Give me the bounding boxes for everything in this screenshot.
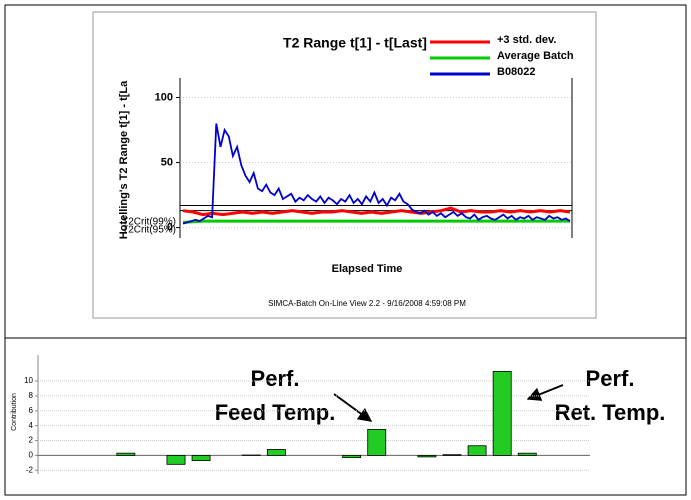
y-axis-label: Hotelling's T2 Range t[1] - t[La <box>118 80 130 239</box>
top-panel <box>92 11 597 319</box>
top-chart: T2 Range t[1] - t[Last] Hotelling's T2 R… <box>118 34 574 308</box>
y-tick-label: 2 <box>29 436 34 445</box>
bar <box>442 454 462 456</box>
legend-label: Average Batch <box>497 50 574 62</box>
critical-label: T2Crit(95%) <box>122 225 176 236</box>
bar <box>467 445 487 456</box>
outer-frame <box>4 4 687 496</box>
chart-title: T2 Range t[1] - t[Last] <box>283 35 427 51</box>
y-axis-label: Contribution <box>11 393 18 431</box>
y-tick-label: 0 <box>167 221 173 233</box>
bar <box>342 455 362 459</box>
legend-label: +3 std. dev. <box>497 34 556 46</box>
y-tick-label: 4 <box>29 421 34 430</box>
series-line <box>182 206 571 217</box>
footer: SIMCA-Batch On-Line View 2.2 - 9/16/2008… <box>268 299 466 308</box>
bar <box>191 455 211 462</box>
y-tick-label: 10 <box>24 376 33 385</box>
annotation: Ret. Temp. <box>555 400 666 425</box>
bar <box>266 449 286 456</box>
bar <box>492 370 512 456</box>
y-tick-label: 100 <box>155 91 173 103</box>
y-tick-label: 6 <box>29 406 34 415</box>
series-line <box>182 219 570 224</box>
bar <box>417 455 437 458</box>
annotation: Perf. <box>586 366 635 391</box>
x-axis-label: Elapsed Time <box>332 263 403 275</box>
bar <box>367 428 387 456</box>
bar <box>517 452 537 456</box>
annotation: Perf. <box>251 366 300 391</box>
bottom-chart: Contribution Perf. Feed Temp. Perf. Ret.… <box>11 355 666 474</box>
critical-label: T2Crit(99%) <box>122 217 176 228</box>
arrow <box>333 393 373 422</box>
y-tick-label: 0 <box>29 451 34 460</box>
bar <box>166 455 186 465</box>
bar <box>116 452 136 456</box>
series-line <box>182 123 571 225</box>
y-tick-label: 50 <box>161 156 173 168</box>
annotation: Feed Temp. <box>215 400 336 425</box>
arrow <box>526 384 564 401</box>
legend-label: B08022 <box>497 66 536 78</box>
y-tick-label: -2 <box>26 465 34 474</box>
y-tick-label: 8 <box>29 391 34 400</box>
